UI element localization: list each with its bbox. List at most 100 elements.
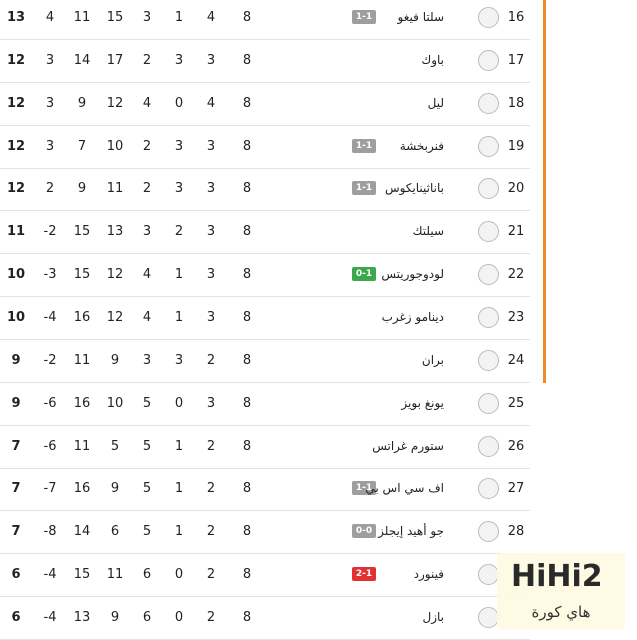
- lost: 4: [142, 310, 152, 326]
- goals-for: 13: [106, 224, 124, 240]
- table-row: 7 -8 14 6 5 1 2 8 0-0 جو أهيد إيجلز 28: [0, 510, 530, 555]
- last-result: 0-0: [352, 524, 376, 539]
- drawn: 3: [174, 52, 184, 68]
- won: 3: [206, 52, 216, 68]
- goals-for: 9: [110, 352, 120, 368]
- goals-against: 9: [77, 95, 87, 111]
- table-row: 13 4 11 15 3 1 4 8 1-1 سلتا فيغو 16: [0, 0, 530, 40]
- goals-against: 14: [73, 52, 91, 68]
- table-row: 11 -2 15 13 3 2 3 8 سيلتك 21: [0, 210, 530, 255]
- rank: 21: [507, 224, 525, 240]
- drawn: 1: [174, 481, 184, 497]
- team-logo: [478, 607, 499, 629]
- played: 8: [242, 52, 252, 68]
- goal-diff: 3: [45, 138, 55, 154]
- lost: 3: [142, 10, 152, 25]
- team-logo: [478, 92, 499, 114]
- team-logo: [478, 349, 499, 371]
- goals-against: 7: [77, 138, 87, 154]
- won: 3: [206, 224, 216, 240]
- goal-diff: -4: [43, 567, 57, 583]
- lost: 5: [142, 438, 152, 454]
- team-name: فينورد: [413, 567, 444, 582]
- last-result: 1-1: [352, 481, 376, 496]
- table-row: 10 -3 15 12 4 1 3 8 0-1 لودوجوريتس 22: [0, 253, 530, 298]
- played: 8: [242, 224, 252, 240]
- won: 2: [206, 352, 216, 368]
- goals-for: 15: [106, 10, 124, 25]
- points: 10: [6, 267, 26, 283]
- played: 8: [242, 267, 252, 283]
- points: 12: [6, 95, 26, 111]
- goals-for: 9: [110, 610, 120, 626]
- points: 6: [11, 610, 21, 626]
- table-row: 6 -4 13 9 6 0 2 8 بازل: [0, 596, 530, 640]
- table-row: 9 -2 11 9 3 3 2 8 بران 24: [0, 339, 530, 383]
- goal-diff: -2: [43, 224, 57, 240]
- played: 8: [242, 352, 252, 368]
- lost: 3: [142, 352, 152, 368]
- rank: 28: [507, 524, 525, 540]
- table-row: 10 -4 16 12 4 1 3 8 دينامو زغرب 23: [0, 296, 530, 341]
- goals-against: 16: [73, 395, 91, 411]
- drawn: 0: [174, 610, 184, 626]
- lost: 2: [142, 52, 152, 68]
- drawn: 3: [174, 138, 184, 154]
- goals-for: 12: [106, 95, 124, 111]
- lost: 5: [142, 395, 152, 411]
- goals-for: 10: [106, 138, 124, 154]
- drawn: 1: [174, 10, 184, 25]
- drawn: 1: [174, 524, 184, 540]
- rank: 25: [507, 395, 525, 411]
- last-result: 1-1: [352, 138, 376, 153]
- played: 8: [242, 524, 252, 540]
- goals-for: 11: [106, 567, 124, 583]
- goal-diff: -4: [43, 310, 57, 326]
- team-name: سلتا فيغو: [397, 10, 444, 24]
- goal-diff: -6: [43, 395, 57, 411]
- goals-against: 13: [73, 610, 91, 626]
- won: 2: [206, 481, 216, 497]
- watermark-logo: HiHi2: [511, 559, 603, 594]
- won: 3: [206, 267, 216, 283]
- team-name: بازل: [422, 610, 444, 625]
- team-name: ليل: [427, 95, 444, 110]
- points: 11: [6, 224, 26, 240]
- goals-against: 11: [73, 352, 91, 368]
- table-row: 7 -6 11 5 5 1 2 8 ستورم غراتس 26: [0, 425, 530, 469]
- team-logo: [478, 49, 499, 71]
- points: 12: [6, 52, 26, 68]
- goal-diff: -3: [43, 267, 57, 283]
- team-logo: [478, 221, 499, 243]
- goal-diff: 2: [45, 181, 55, 197]
- points: 7: [11, 481, 21, 497]
- points: 9: [11, 395, 21, 411]
- played: 8: [242, 610, 252, 626]
- goal-diff: -7: [43, 481, 57, 497]
- team-name: سيلتك: [412, 224, 444, 239]
- goals-for: 11: [106, 181, 124, 197]
- played: 8: [242, 10, 252, 25]
- goal-diff: 4: [45, 10, 55, 25]
- rank: 22: [507, 267, 525, 283]
- drawn: 0: [174, 567, 184, 583]
- team-name: فنربخشة: [399, 138, 444, 153]
- won: 4: [206, 10, 216, 25]
- points: 7: [11, 438, 21, 454]
- team-name: جو أهيد إيجلز: [378, 524, 444, 539]
- goal-diff: 3: [45, 52, 55, 68]
- drawn: 1: [174, 267, 184, 283]
- team-logo: [478, 264, 499, 286]
- drawn: 1: [174, 310, 184, 326]
- watermark: HiHi2 هاي كورة: [497, 553, 625, 629]
- won: 3: [206, 310, 216, 326]
- table-row: 12 2 9 11 2 3 3 8 1-1 باناثينايكوس 20: [0, 167, 530, 212]
- team-name: بران: [421, 352, 444, 367]
- team-name: لودوجوريتس: [381, 267, 444, 282]
- team-name: باوك: [421, 52, 444, 67]
- played: 8: [242, 395, 252, 411]
- team-logo: [478, 392, 499, 414]
- team-logo: [478, 178, 499, 200]
- won: 2: [206, 567, 216, 583]
